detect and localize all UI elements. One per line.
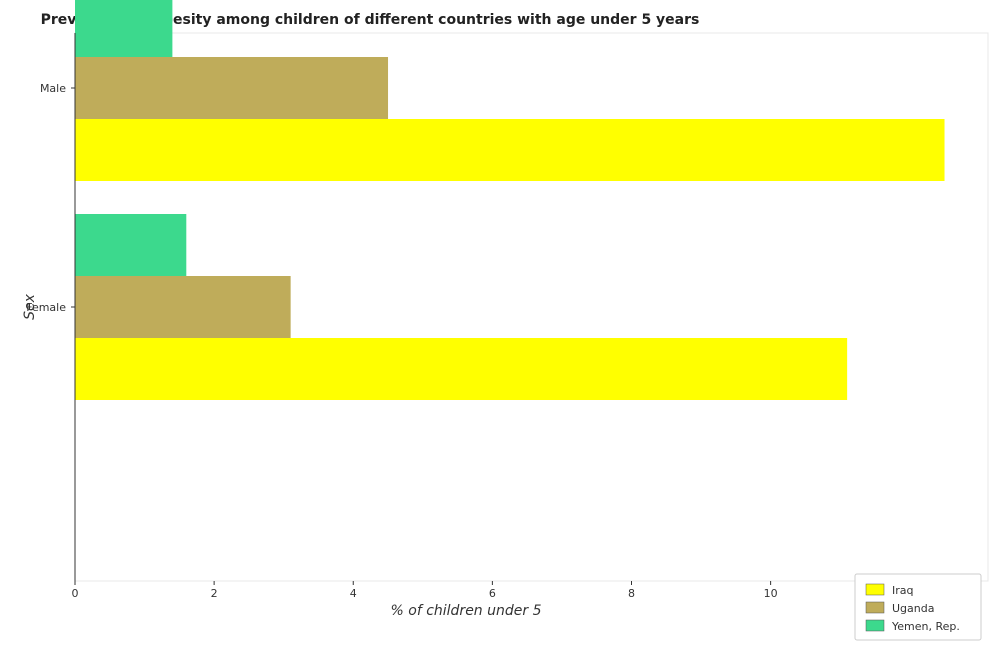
legend-swatch [865, 619, 885, 632]
bar-male-uganda [75, 57, 389, 119]
legend-label: Uganda [892, 602, 934, 615]
x-tick-label: 10 [764, 587, 778, 600]
x-tick-label: 0 [72, 587, 79, 600]
x-axis: 024681012 [72, 581, 917, 600]
y-axis: Female Male [26, 82, 75, 314]
x-tick-label: 2 [211, 587, 218, 600]
y-tick-label: Male [40, 82, 66, 95]
bar-male-yemen-rep [75, 0, 173, 57]
legend-label: Yemen, Rep. [891, 620, 960, 633]
plot-area [75, 0, 945, 400]
legend: Iraq Uganda Yemen, Rep. [854, 573, 982, 641]
bar-female-uganda [75, 276, 291, 338]
chart-title: Prevalence of obesity among children of … [41, 12, 700, 28]
bar-female-iraq [75, 338, 848, 400]
x-tick-label: 8 [628, 587, 635, 600]
bar-male-iraq [75, 119, 945, 181]
legend-label: Iraq [892, 584, 914, 597]
legend-swatch [865, 583, 885, 596]
x-tick-label: 4 [350, 587, 357, 600]
y-tick-label: Female [26, 301, 66, 314]
legend-box [854, 573, 982, 641]
x-tick-label: 6 [489, 587, 496, 600]
x-axis-label: % of children under 5 [391, 603, 542, 619]
y-axis-label: Sex [22, 293, 38, 320]
legend-swatch [865, 601, 885, 614]
bar-female-yemen-rep [75, 214, 187, 276]
